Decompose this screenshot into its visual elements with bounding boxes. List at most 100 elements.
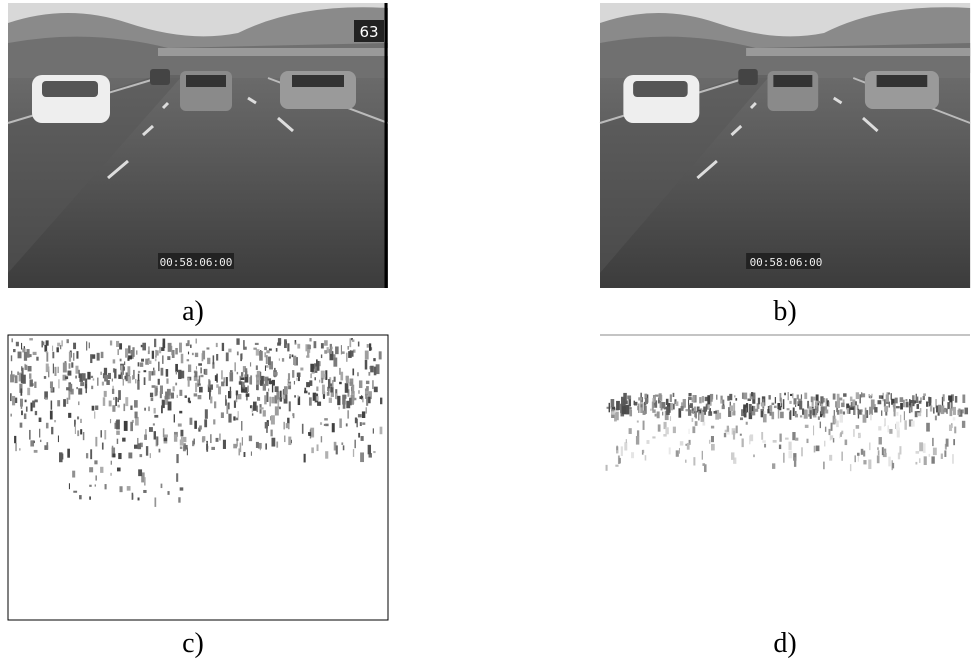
motion-speck [196, 366, 197, 369]
motion-speck [841, 403, 844, 407]
motion-speck [293, 356, 296, 365]
motion-speck [900, 415, 901, 423]
motion-speck [67, 449, 70, 458]
motion-speck [205, 409, 208, 419]
motion-speck [250, 362, 251, 366]
motion-speck [336, 445, 338, 454]
motion-speck [917, 412, 921, 416]
motion-speck [358, 390, 360, 394]
motion-speck [219, 434, 220, 441]
motion-speck [906, 402, 909, 408]
motion-speck [69, 363, 71, 368]
motion-speck [707, 395, 710, 404]
motion-speck [780, 412, 784, 418]
motion-speck [111, 461, 112, 465]
motion-speck [733, 431, 735, 440]
motion-speck [893, 403, 896, 407]
motion-speck [813, 426, 814, 436]
motion-speck [310, 373, 311, 378]
motion-speck [21, 404, 22, 409]
motion-speck [163, 339, 166, 349]
motion-speck [304, 388, 306, 392]
motion-speck [857, 453, 860, 456]
motion-speck [358, 342, 359, 347]
motion-speck [11, 355, 12, 361]
motion-speck [195, 353, 198, 357]
motion-speck [329, 398, 332, 403]
motion-speck [317, 361, 319, 363]
motion-speck [10, 393, 12, 401]
motion-speck [772, 463, 775, 469]
motion-speck [141, 359, 144, 362]
motion-speck [199, 425, 202, 429]
motion-speck [128, 355, 131, 359]
motion-speck [171, 393, 174, 399]
motion-speck [615, 412, 618, 421]
motion-speck [288, 437, 291, 445]
motion-speck [616, 401, 620, 410]
motion-speck [159, 347, 161, 353]
motion-speck [311, 428, 314, 436]
motion-speck [650, 409, 651, 411]
motion-speck [247, 386, 249, 392]
motion-speck [54, 420, 56, 422]
motion-speck [86, 453, 88, 458]
motion-speck [188, 377, 190, 386]
motion-speck [362, 398, 363, 402]
motion-speck [63, 363, 67, 373]
motion-speck [702, 463, 705, 466]
motion-speck [666, 407, 670, 415]
motion-speck [309, 338, 311, 341]
motion-speck [56, 347, 58, 352]
motion-speck [929, 397, 932, 406]
motion-speck [778, 406, 781, 410]
motion-speck [749, 404, 752, 413]
motion-speck [829, 402, 830, 407]
motion-speck [362, 411, 365, 418]
motion-speck [670, 416, 671, 421]
motion-speck [253, 348, 256, 350]
motion-speck [218, 386, 221, 394]
motion-speck [264, 347, 267, 350]
motion-speck [29, 338, 33, 340]
motion-speck [294, 395, 296, 397]
motion-speck [153, 423, 155, 425]
motion-speck [127, 486, 131, 491]
motion-speck [297, 344, 300, 349]
motion-speck [812, 409, 815, 416]
motion-speck [236, 391, 237, 400]
motion-speck [266, 365, 269, 368]
motion-speck [104, 377, 106, 381]
motion-speck [609, 403, 610, 412]
motion-speck [276, 391, 279, 400]
motion-speck [841, 452, 843, 461]
motion-speck [46, 352, 48, 362]
motion-speck [225, 399, 227, 405]
motion-speck [692, 397, 694, 402]
motion-speck [114, 369, 116, 379]
motion-speck [34, 450, 38, 453]
motion-speck [811, 396, 813, 402]
motion-speck [17, 372, 19, 375]
motion-speck [82, 373, 86, 380]
motion-speck [321, 436, 322, 442]
motion-speck [916, 451, 920, 454]
motion-speck [146, 446, 148, 456]
motion-speck [187, 359, 189, 361]
motion-speck [637, 430, 639, 436]
motion-speck [244, 452, 246, 457]
motion-speck [856, 392, 859, 399]
motion-speck [149, 427, 153, 432]
motion-speck [113, 359, 116, 363]
motion-speck [157, 436, 159, 445]
motion-speck [380, 398, 382, 405]
motion-speck [348, 346, 349, 350]
motion-speck [676, 401, 679, 406]
motion-speck [154, 339, 156, 347]
motion-speck [888, 392, 890, 394]
motion-speck [28, 366, 32, 371]
motion-speck [935, 416, 937, 421]
motion-speck [242, 382, 245, 388]
motion-speck [92, 406, 95, 411]
motion-speck [136, 350, 137, 354]
